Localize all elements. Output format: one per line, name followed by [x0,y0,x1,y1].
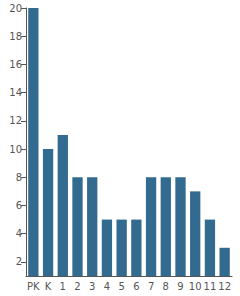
svg-text:2: 2 [74,281,80,292]
svg-text:10: 10 [189,281,202,292]
svg-text:4: 4 [104,281,110,292]
svg-text:18: 18 [9,31,22,42]
svg-text:12: 12 [9,115,22,126]
svg-text:11: 11 [204,281,217,292]
svg-text:6: 6 [16,200,22,211]
svg-text:9: 9 [177,281,183,292]
svg-text:2: 2 [16,256,22,267]
svg-text:12: 12 [218,281,231,292]
svg-text:1: 1 [60,281,66,292]
svg-text:7: 7 [148,281,154,292]
svg-text:16: 16 [9,59,22,70]
svg-text:8: 8 [163,281,169,292]
svg-text:8: 8 [16,172,22,183]
svg-text:4: 4 [16,228,22,239]
svg-text:14: 14 [9,87,22,98]
svg-text:K: K [45,281,52,292]
svg-text:10: 10 [9,144,22,155]
svg-text:PK: PK [27,281,40,292]
svg-text:3: 3 [89,281,95,292]
svg-text:20: 20 [9,3,22,14]
svg-text:6: 6 [133,281,139,292]
svg-text:5: 5 [118,281,124,292]
